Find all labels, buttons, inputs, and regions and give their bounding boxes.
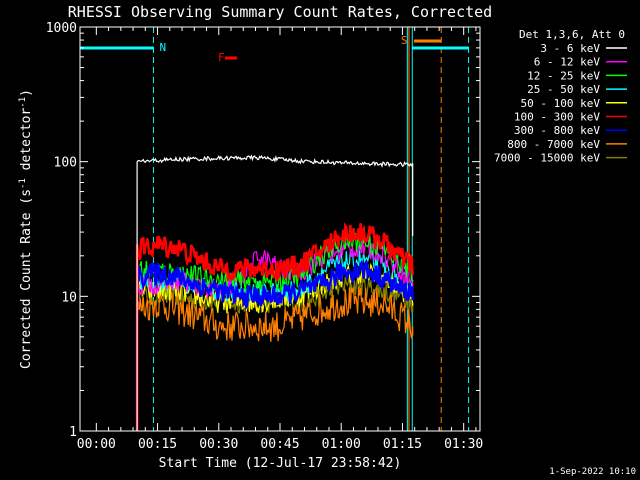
chart-title: RHESSI Observing Summary Count Rates, Co…	[68, 3, 492, 21]
x-tick-label-2: 00:30	[199, 437, 238, 452]
series-line-0	[136, 154, 414, 431]
y-tick-label-1: 10	[61, 290, 77, 305]
annotation-s: S	[401, 34, 408, 47]
x-tick-label-3: 00:45	[260, 437, 299, 452]
x-tick-label-5: 01:15	[383, 437, 422, 452]
x-axis-label: Start Time (12-Jul-17 23:58:42)	[159, 456, 402, 471]
x-tick-label-1: 00:15	[138, 437, 177, 452]
annotation-n: N	[159, 41, 166, 54]
legend-label-8: 7000 - 15000 keV	[494, 152, 600, 165]
legend-label-2: 12 - 25 keV	[527, 69, 600, 82]
footer-date: 1-Sep-2022 10:10	[549, 467, 636, 477]
annotation-layer: N F S	[79, 27, 470, 431]
legend-label-7: 800 - 7000 keV	[507, 138, 600, 151]
legend-label-6: 300 - 800 keV	[514, 124, 600, 137]
legend-label-4: 50 - 100 keV	[521, 97, 601, 110]
y-tick-label-3: 1000	[46, 21, 77, 36]
series-line-7	[136, 287, 414, 431]
x-tick-label-6: 01:30	[444, 437, 483, 452]
x-tick-label-0: 00:00	[77, 437, 116, 452]
y-tick-label-0: 1	[69, 425, 77, 440]
series-line-5	[135, 221, 414, 431]
series-line-6	[135, 259, 414, 431]
series-layer	[135, 154, 414, 431]
x-tick-label-4: 01:00	[322, 437, 361, 452]
plot-frame	[79, 26, 481, 432]
legend-label-1: 6 - 12 keV	[534, 56, 601, 69]
legend-label-3: 25 - 50 keV	[527, 83, 600, 96]
legend-header: Det 1,3,6, Att 0	[519, 28, 625, 41]
legend-label-0: 3 - 6 keV	[540, 42, 600, 55]
axis-layer: 00:00 00:15 00:30 00:45 01:00 01:15 01:30 1 10 10…	[46, 21, 484, 452]
y-tick-label-2: 100	[54, 156, 77, 171]
y-axis-label: Corrected Count Rate (s-1 detector-1)	[18, 89, 34, 369]
legend-label-5: 100 - 300 keV	[514, 111, 600, 124]
annotation-f: F	[218, 51, 225, 64]
